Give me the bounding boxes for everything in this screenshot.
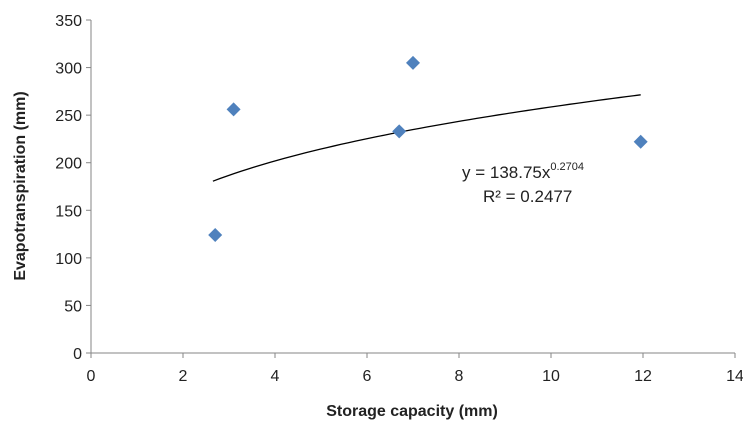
data-point-diamond [226, 102, 241, 117]
x-tick-label: 12 [634, 368, 652, 385]
x-tick-label: 10 [542, 368, 560, 385]
tick-labels: 0 50 100 150 200 250 300 350 0 2 4 6 8 10 12 14 [55, 13, 743, 385]
y-axis-title: Evapotranspiration (mm) [12, 91, 29, 280]
y-tick-label: 250 [55, 108, 82, 125]
x-tick-label: 6 [363, 368, 372, 385]
y-tick-label: 0 [73, 346, 82, 363]
data-points [208, 55, 648, 243]
data-point-diamond [406, 55, 420, 70]
data-point-diamond [392, 124, 407, 139]
y-tick-label: 350 [55, 13, 82, 30]
y-tick-label: 100 [55, 251, 82, 268]
y-tick-label: 300 [55, 61, 82, 78]
data-point-diamond [633, 134, 648, 149]
trendline-power [212, 94, 641, 182]
y-tick-label: 150 [55, 203, 82, 220]
y-tick-label: 200 [55, 156, 82, 173]
x-tick-label: 2 [179, 368, 188, 385]
axes [86, 19, 736, 358]
data-point-diamond [208, 228, 223, 243]
r-squared-label: R² = 0.2477 [483, 187, 572, 206]
x-tick-label: 8 [455, 368, 464, 385]
trendline-equation: y = 138.75x0.2704 [462, 161, 584, 182]
equation-base: y = 138.75x [462, 163, 551, 182]
y-tick-label: 50 [64, 298, 82, 315]
x-axis-title: Storage capacity (mm) [326, 403, 498, 420]
x-tick-label: 4 [271, 368, 280, 385]
x-tick-label: 14 [726, 368, 743, 385]
equation-exponent: 0.2704 [550, 161, 584, 173]
x-tick-label: 0 [87, 368, 96, 385]
